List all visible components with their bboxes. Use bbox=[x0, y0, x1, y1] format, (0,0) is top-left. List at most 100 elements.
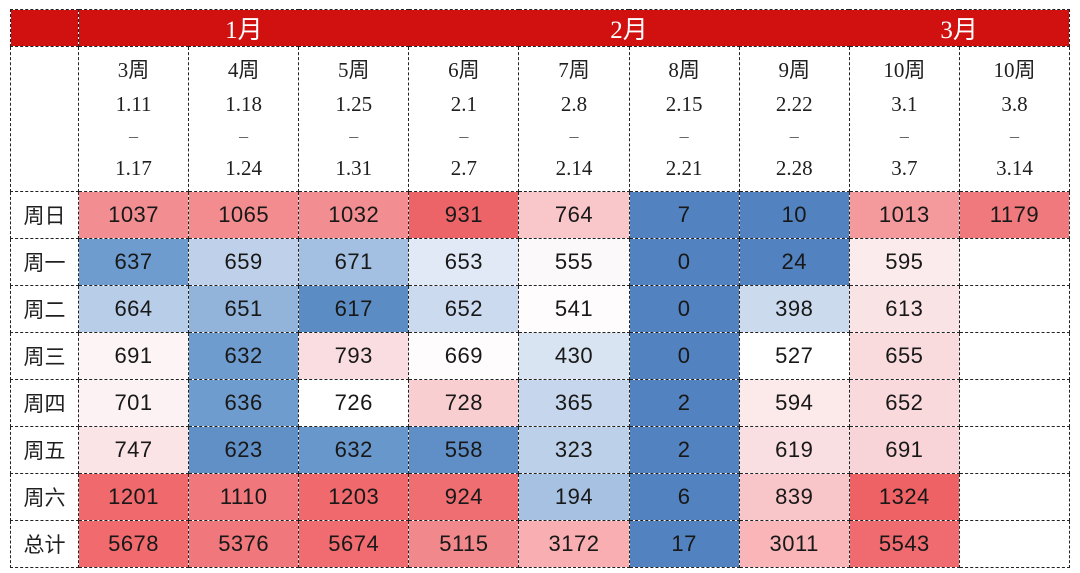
value-cell: 691 bbox=[848, 426, 960, 474]
week-label: 6周 bbox=[448, 58, 480, 82]
week-header: 5周 1.25 – 1.31 bbox=[298, 46, 410, 192]
weekly-heatmap: 1月 2月 3月 3周 1.11 – 1.17 4周 1.18 – 1.24 5周 1.25 – 1.31… bbox=[10, 9, 1071, 568]
value-cell: 613 bbox=[848, 285, 960, 333]
table-row: 周二 664 651 617 652 541 0 398 613 bbox=[10, 285, 1071, 333]
week-header: 10周 3.8 – 3.14 bbox=[958, 46, 1071, 192]
table-row: 周一 637 659 671 653 555 0 24 595 bbox=[10, 238, 1071, 286]
value-cell: 24 bbox=[738, 238, 850, 286]
week-start-date: 1.25 bbox=[335, 92, 373, 116]
value-cell: 365 bbox=[518, 379, 630, 427]
table-row: 周日 1037 1065 1032 931 764 7 10 1013 1179 bbox=[10, 191, 1071, 239]
value-cell: 1203 bbox=[298, 473, 410, 521]
range-dash-icon: – bbox=[569, 126, 579, 146]
week-label: 9周 bbox=[778, 58, 810, 82]
value-cell: 747 bbox=[77, 426, 190, 474]
corner-cell bbox=[10, 9, 79, 47]
value-cell: 5543 bbox=[848, 520, 960, 568]
week-label: 5周 bbox=[338, 58, 370, 82]
month-header: 1月 bbox=[78, 9, 409, 47]
week-end-date: 1.17 bbox=[115, 156, 152, 180]
week-header: 6周 2.1 – 2.7 bbox=[408, 46, 520, 192]
month-header: 3月 bbox=[849, 9, 1071, 47]
week-label: 4周 bbox=[227, 58, 260, 82]
range-dash-icon: – bbox=[1009, 126, 1019, 146]
week-label: 3周 bbox=[117, 58, 150, 82]
week-label: 8周 bbox=[668, 58, 700, 82]
value-cell: 5115 bbox=[408, 520, 520, 568]
value-cell: 655 bbox=[848, 332, 960, 380]
value-cell: 659 bbox=[188, 238, 300, 286]
value-cell: 1032 bbox=[298, 191, 410, 239]
value-cell: 669 bbox=[408, 332, 520, 380]
week-start-date: 2.8 bbox=[560, 92, 588, 116]
range-dash-icon: – bbox=[789, 126, 799, 146]
heatmap-table: 1月 2月 3月 3周 1.11 – 1.17 4周 1.18 – 1.24 5周 1.25 – 1.31… bbox=[10, 9, 1071, 568]
week-start-date: 1.18 bbox=[225, 92, 263, 116]
value-cell: 623 bbox=[188, 426, 300, 474]
value-cell: 728 bbox=[408, 379, 520, 427]
value-cell: 3172 bbox=[518, 520, 630, 568]
week-label: 10周 bbox=[993, 58, 1036, 82]
value-cell: 619 bbox=[738, 426, 850, 474]
value-cell: 1013 bbox=[848, 191, 960, 239]
value-cell: 652 bbox=[408, 285, 520, 333]
week-header-blank-cell bbox=[10, 46, 79, 192]
value-cell: 0 bbox=[628, 332, 740, 380]
value-cell: 5678 bbox=[77, 520, 190, 568]
value-cell: 1324 bbox=[848, 473, 960, 521]
day-label: 周一 bbox=[10, 238, 79, 286]
value-cell: 6 bbox=[628, 473, 740, 521]
day-label: 周三 bbox=[10, 332, 79, 380]
value-cell: 5674 bbox=[298, 520, 410, 568]
value-cell: 652 bbox=[848, 379, 960, 427]
table-row: 总计 5678 5376 5674 5115 3172 17 3011 5543 bbox=[10, 520, 1071, 568]
value-cell: 632 bbox=[298, 426, 410, 474]
value-cell: 430 bbox=[518, 332, 630, 380]
table-row: 周三 691 632 793 669 430 0 527 655 bbox=[10, 332, 1071, 380]
value-cell: 541 bbox=[518, 285, 630, 333]
value-cell: 555 bbox=[518, 238, 630, 286]
empty-cell bbox=[958, 520, 1071, 568]
value-cell: 5376 bbox=[188, 520, 300, 568]
range-dash-icon: – bbox=[129, 126, 139, 146]
range-dash-icon: – bbox=[679, 126, 689, 146]
value-cell: 924 bbox=[408, 473, 520, 521]
table-row: 周四 701 636 726 728 365 2 594 652 bbox=[10, 379, 1071, 427]
value-cell: 558 bbox=[408, 426, 520, 474]
week-header: 4周 1.18 – 1.24 bbox=[188, 46, 300, 192]
value-cell: 1201 bbox=[77, 473, 190, 521]
day-label: 总计 bbox=[10, 520, 79, 568]
value-cell: 839 bbox=[738, 473, 850, 521]
value-cell: 1110 bbox=[188, 473, 300, 521]
empty-cell bbox=[958, 473, 1071, 521]
week-end-date: 2.21 bbox=[665, 156, 703, 180]
value-cell: 651 bbox=[188, 285, 300, 333]
value-cell: 653 bbox=[408, 238, 520, 286]
week-header: 10周 3.1 – 3.7 bbox=[848, 46, 960, 192]
value-cell: 793 bbox=[298, 332, 410, 380]
week-start-date: 2.15 bbox=[665, 92, 703, 116]
empty-cell bbox=[958, 332, 1071, 380]
value-cell: 0 bbox=[628, 238, 740, 286]
week-start-date: 3.1 bbox=[891, 92, 918, 116]
value-cell: 17 bbox=[628, 520, 740, 568]
week-end-date: 3.7 bbox=[891, 156, 918, 180]
value-cell: 398 bbox=[738, 285, 850, 333]
day-label: 周六 bbox=[10, 473, 79, 521]
empty-cell bbox=[958, 285, 1071, 333]
value-cell: 10 bbox=[738, 191, 850, 239]
value-cell: 2 bbox=[628, 379, 740, 427]
value-cell: 594 bbox=[738, 379, 850, 427]
week-label: 7周 bbox=[558, 58, 590, 82]
week-end-date: 2.14 bbox=[555, 156, 593, 180]
value-cell: 527 bbox=[738, 332, 850, 380]
week-header: 8周 2.15 – 2.21 bbox=[628, 46, 740, 192]
value-cell: 1179 bbox=[958, 191, 1071, 239]
range-dash-icon: – bbox=[239, 126, 249, 146]
week-start-date: 2.1 bbox=[450, 92, 477, 116]
range-dash-icon: – bbox=[349, 126, 359, 146]
table-row: 周五 747 623 632 558 323 2 619 691 bbox=[10, 426, 1071, 474]
table-body: 周日 1037 1065 1032 931 764 7 10 1013 1179 周一 637 659 6… bbox=[10, 191, 1071, 568]
value-cell: 194 bbox=[518, 473, 630, 521]
week-end-date: 2.7 bbox=[450, 156, 477, 180]
